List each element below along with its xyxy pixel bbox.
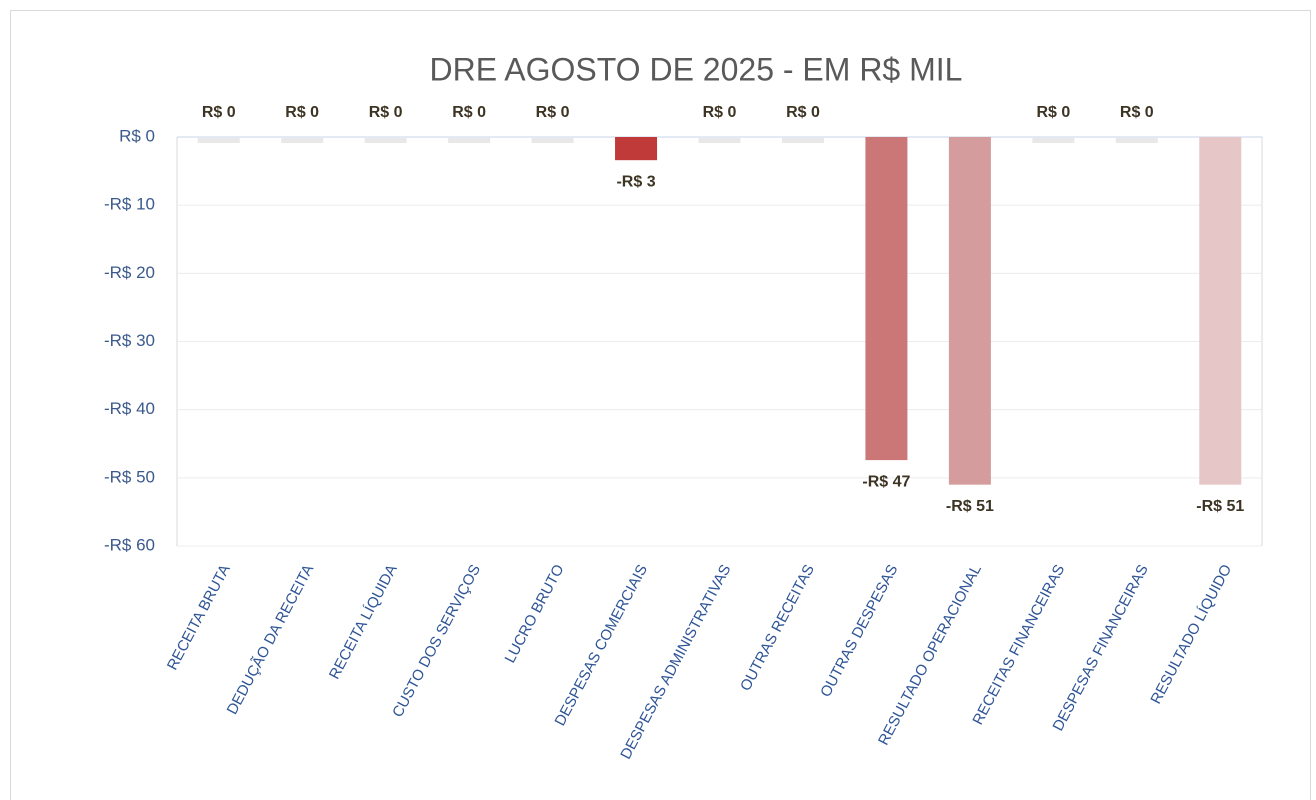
value-label: -R$ 47	[862, 473, 910, 490]
y-tick-label: -R$ 40	[104, 399, 155, 418]
value-label: R$ 0	[1036, 104, 1070, 121]
y-tick-label: R$ 0	[119, 126, 155, 145]
y-tick-label: -R$ 60	[104, 535, 155, 554]
value-label: R$ 0	[369, 104, 403, 121]
bar	[1115, 138, 1158, 143]
chart-title: DRE AGOSTO DE 2025 - EM R$ MIL	[430, 51, 963, 87]
bar	[1032, 138, 1075, 143]
bar	[948, 137, 991, 485]
value-label: R$ 0	[1120, 104, 1154, 121]
bar	[364, 138, 407, 143]
bar	[698, 138, 741, 143]
y-tick-label: -R$ 10	[104, 195, 155, 214]
bar	[531, 138, 574, 143]
bar	[615, 137, 658, 161]
bar	[781, 138, 824, 143]
y-tick-label: -R$ 20	[104, 263, 155, 282]
y-tick-label: -R$ 30	[104, 331, 155, 350]
value-label: R$ 0	[452, 104, 486, 121]
bar	[865, 137, 908, 461]
value-label: R$ 0	[536, 104, 570, 121]
y-tick-label: -R$ 50	[104, 467, 155, 486]
value-label: -R$ 3	[616, 173, 655, 190]
bar	[1199, 137, 1242, 485]
value-label: R$ 0	[285, 104, 319, 121]
value-label: -R$ 51	[1196, 498, 1244, 515]
value-label: R$ 0	[703, 104, 737, 121]
bar	[197, 138, 240, 143]
bar	[448, 138, 491, 143]
value-label: R$ 0	[786, 104, 820, 121]
value-label: -R$ 51	[946, 498, 994, 515]
value-label: R$ 0	[202, 104, 236, 121]
bar	[281, 138, 324, 143]
